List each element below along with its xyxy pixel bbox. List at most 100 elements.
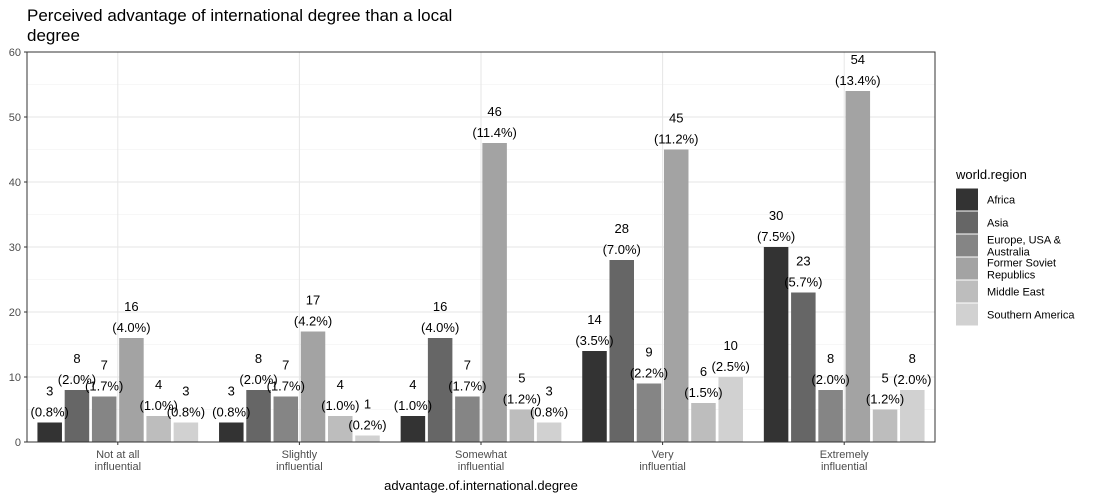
legend-label: Southern America: [987, 310, 1075, 322]
data-label-count: 9: [645, 345, 652, 360]
data-label-percent: (1.0%): [140, 398, 178, 413]
data-label-count: 7: [282, 358, 289, 373]
x-tick-label: Slightly: [282, 449, 318, 461]
bar: [173, 422, 199, 442]
data-label-count: 1: [364, 397, 371, 412]
data-label-count: 3: [228, 384, 235, 399]
data-label-percent: (2.0%): [893, 372, 931, 387]
bar: [609, 260, 634, 442]
bar: [691, 403, 716, 442]
data-label-percent: (13.4%): [835, 73, 881, 88]
data-label-percent: (1.0%): [321, 398, 359, 413]
legend-key: [956, 211, 978, 234]
legend-label: Europe, USA &: [987, 235, 1062, 247]
y-tick-label: 20: [9, 307, 21, 319]
bar: [427, 338, 453, 442]
data-label-count: 16: [433, 299, 447, 314]
bar: [845, 91, 871, 442]
data-label-percent: (7.0%): [603, 242, 641, 257]
bar: [64, 390, 90, 442]
data-label-count: 14: [587, 312, 601, 327]
data-label-percent: (0.8%): [167, 405, 205, 420]
data-label-count: 23: [796, 254, 810, 269]
data-label-count: 28: [615, 221, 629, 236]
data-label-count: 10: [723, 338, 737, 353]
bar: [636, 383, 662, 442]
x-tick-label: Somewhat: [455, 449, 507, 461]
bar: [872, 409, 898, 442]
data-label-percent: (1.2%): [503, 392, 541, 407]
data-label-percent: (3.5%): [575, 333, 613, 348]
x-axis-title: advantage.of.international.degree: [384, 478, 578, 493]
data-label-percent: (5.7%): [784, 275, 822, 290]
bar: [718, 377, 743, 442]
bar: [582, 351, 607, 442]
data-label-percent: (2.0%): [239, 372, 277, 387]
data-label-count: 3: [46, 384, 53, 399]
legend-key: [956, 234, 978, 257]
data-label-percent: (2.0%): [811, 372, 849, 387]
data-label-count: 7: [464, 358, 471, 373]
data-label-percent: (1.7%): [267, 379, 305, 394]
data-label-count: 4: [337, 377, 344, 392]
bar: [300, 331, 326, 442]
bar: [146, 416, 171, 442]
legend-label: Former Soviet: [987, 258, 1056, 270]
legend: world.region Africa Asia Europe, USA &Aust…: [955, 167, 1075, 326]
bar: [900, 390, 925, 442]
bar: [763, 247, 789, 442]
legend-key: [956, 280, 978, 303]
legend-key: [956, 303, 978, 326]
x-tick-label: influential: [639, 461, 685, 473]
bar: [273, 396, 299, 442]
data-label-count: 45: [669, 111, 683, 126]
data-labels: 3(0.8%)3(0.8%)4(1.0%)14(3.5%)30(7.5%)8(2…: [31, 52, 932, 433]
data-label-percent: (1.7%): [448, 379, 486, 394]
data-label-percent: (11.4%): [472, 125, 517, 140]
data-label-percent: (0.8%): [31, 405, 69, 420]
legend-label: Middle East: [987, 287, 1044, 299]
data-label-count: 4: [409, 377, 416, 392]
bar: [119, 338, 144, 442]
legend-label: Africa: [987, 195, 1016, 207]
legend-title: world.region: [955, 167, 1027, 182]
data-label-percent: (2.0%): [58, 372, 96, 387]
legend-key: [956, 188, 978, 211]
bar: [246, 390, 271, 442]
y-tick-label: 60: [9, 47, 21, 59]
data-label-count: 8: [73, 351, 80, 366]
data-label-count: 30: [769, 208, 783, 223]
y-tick-label: 30: [9, 242, 21, 254]
data-label-percent: (1.2%): [866, 392, 904, 407]
data-label-count: 17: [306, 293, 320, 308]
x-tick-label: influential: [95, 461, 141, 473]
data-label-percent: (0.8%): [212, 405, 250, 420]
data-label-percent: (1.5%): [684, 385, 722, 400]
bar: [219, 422, 244, 442]
data-label-count: 5: [518, 371, 525, 386]
data-label-count: 7: [101, 358, 108, 373]
x-tick-label: Extremely: [820, 449, 869, 461]
legend-label: Asia: [987, 218, 1009, 230]
legend-label: Republics: [987, 270, 1036, 282]
chart-title: Perceived advantage of international deg…: [27, 6, 453, 45]
x-tick-label: Not at all: [96, 449, 139, 461]
x-tick-label: influential: [458, 461, 504, 473]
data-label-count: 8: [255, 351, 262, 366]
bar: [91, 396, 117, 442]
data-label-percent: (0.2%): [348, 418, 386, 433]
legend-key: [956, 257, 978, 280]
bar: [791, 292, 816, 442]
data-label-percent: (4.0%): [112, 320, 150, 335]
data-label-percent: (11.2%): [654, 132, 699, 147]
bar: [818, 390, 843, 442]
data-label-percent: (2.5%): [712, 359, 750, 374]
data-label-percent: (4.2%): [294, 314, 332, 329]
bar: [455, 396, 480, 442]
bar: [328, 416, 353, 442]
bar: [482, 143, 507, 442]
data-label-percent: (7.5%): [757, 229, 795, 244]
bars: [37, 91, 925, 442]
